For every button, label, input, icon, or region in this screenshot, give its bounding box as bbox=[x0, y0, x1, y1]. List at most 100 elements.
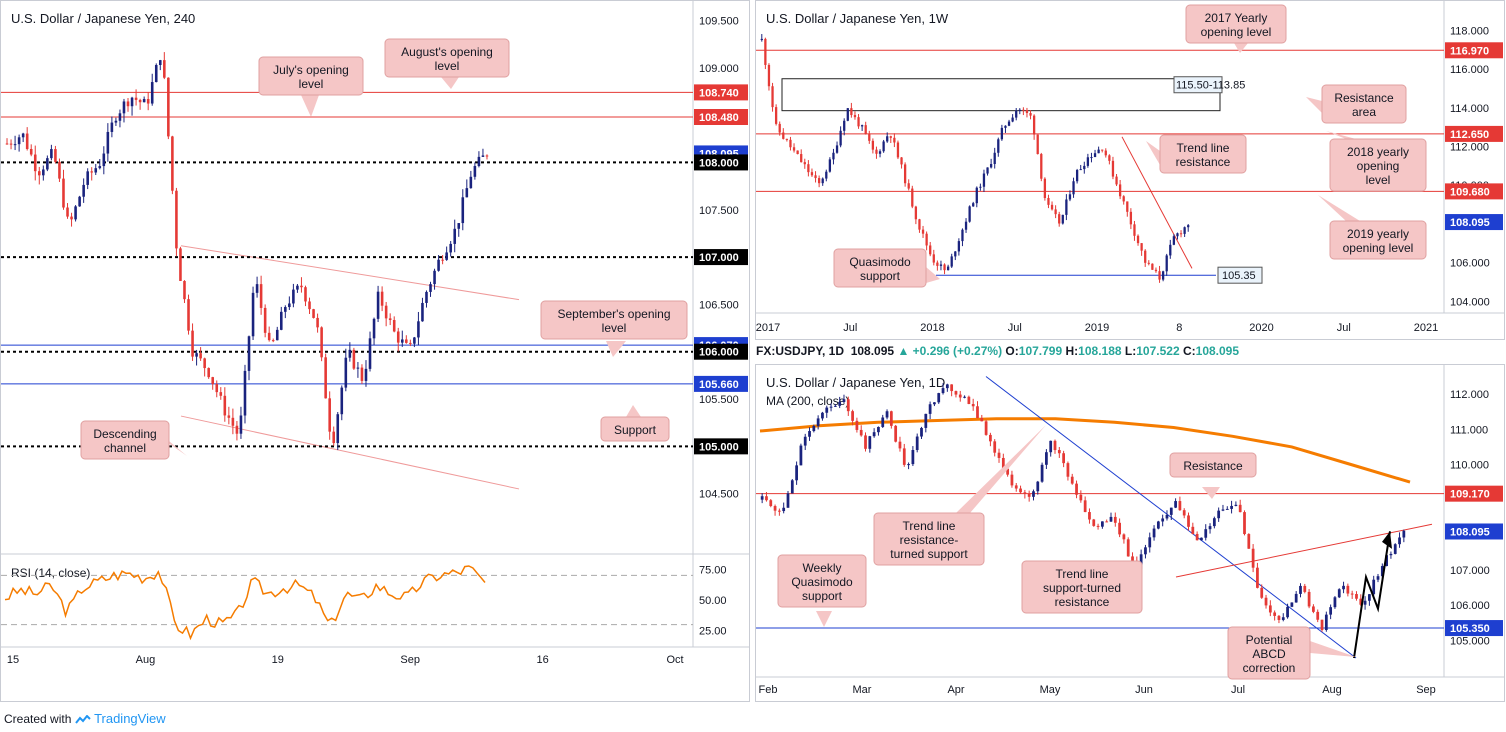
candle-body bbox=[191, 330, 194, 357]
candle-body bbox=[1260, 587, 1264, 598]
callout-pointer bbox=[606, 341, 626, 357]
candle-body bbox=[380, 291, 384, 306]
candle-body bbox=[300, 285, 303, 288]
callout-pointer bbox=[816, 611, 832, 627]
ohlc-close: 108.095 bbox=[1195, 344, 1240, 358]
candle-body bbox=[1204, 529, 1208, 538]
candle-body bbox=[1191, 526, 1195, 534]
level-label: 105.35 bbox=[1222, 270, 1256, 282]
candle-body bbox=[195, 353, 198, 357]
y-tick-label: 109.000 bbox=[699, 63, 739, 75]
footer-brand[interactable]: TradingView bbox=[94, 711, 166, 726]
candle-body bbox=[1072, 181, 1075, 195]
candle-body bbox=[461, 197, 465, 224]
channel-upper-line bbox=[180, 245, 520, 301]
candle-body bbox=[1027, 493, 1031, 497]
candle-body bbox=[1316, 611, 1320, 620]
candle-body bbox=[814, 175, 817, 179]
candle-body bbox=[1251, 548, 1255, 568]
callout-text: opening level bbox=[1343, 241, 1414, 255]
candle-body bbox=[163, 60, 166, 78]
candle-body bbox=[1070, 476, 1074, 484]
candle-body bbox=[914, 206, 918, 220]
price-tag bbox=[694, 249, 748, 266]
tradingview-logo-icon bbox=[74, 715, 91, 724]
h4-chart-panel[interactable]: U.S. Dollar / Japanese Yen, 240 109.500 10… bbox=[0, 0, 750, 702]
candle-body bbox=[396, 331, 400, 343]
candle-body bbox=[774, 107, 778, 124]
x-tick-label: Oct bbox=[666, 654, 683, 666]
candle-body bbox=[1090, 157, 1093, 159]
candle-body bbox=[967, 396, 971, 404]
candle-body bbox=[1066, 463, 1070, 477]
price-tag-label: 105.660 bbox=[699, 379, 739, 391]
weekly-chart-panel[interactable]: U.S. Dollar / Japanese Yen, 1W 118.000 116… bbox=[755, 0, 1505, 340]
daily-chart-panel[interactable]: U.S. Dollar / Japanese Yen, 1D 112.000 111… bbox=[755, 364, 1505, 702]
candle-body bbox=[183, 280, 186, 300]
candle-body bbox=[889, 136, 892, 138]
callout-text: Trend line bbox=[1056, 567, 1109, 581]
candle-body bbox=[292, 289, 295, 304]
callout-box bbox=[258, 56, 364, 96]
candle-body bbox=[304, 287, 307, 302]
candle-body bbox=[881, 417, 885, 427]
x-tick-label: 16 bbox=[536, 654, 548, 666]
candle-body bbox=[1342, 585, 1345, 590]
candle-body bbox=[769, 500, 773, 507]
price-tag-label: 109.170 bbox=[1450, 489, 1490, 501]
candle-body bbox=[812, 425, 816, 432]
candle-body bbox=[1036, 481, 1040, 492]
candle-body bbox=[368, 338, 372, 369]
candle-body bbox=[58, 161, 61, 179]
candle-body bbox=[1147, 262, 1150, 264]
candle-body bbox=[950, 256, 953, 267]
h4-chart-svg[interactable]: U.S. Dollar / Japanese Yen, 240 109.500 10… bbox=[1, 1, 749, 701]
candle-body bbox=[855, 420, 859, 430]
callout-text: September's opening bbox=[557, 307, 670, 321]
candle-body bbox=[1212, 518, 1216, 527]
candle-body bbox=[1057, 450, 1061, 454]
candle-body bbox=[227, 415, 231, 418]
candle-body bbox=[889, 411, 893, 426]
candle-body bbox=[477, 156, 481, 167]
candle-body bbox=[388, 318, 392, 321]
candle-body bbox=[1324, 614, 1328, 631]
candle-body bbox=[400, 339, 404, 343]
callout-text: Trend line bbox=[903, 519, 956, 533]
candle-body bbox=[857, 117, 860, 127]
price-tag-label: 108.740 bbox=[699, 87, 739, 99]
price-tag bbox=[1445, 214, 1503, 231]
candle-body bbox=[1178, 501, 1182, 511]
candle-body bbox=[54, 149, 57, 162]
candle-body bbox=[980, 418, 984, 422]
candle-body bbox=[1083, 165, 1086, 170]
candle-body bbox=[122, 101, 126, 114]
candle-body bbox=[126, 101, 130, 107]
candle-body bbox=[782, 132, 785, 139]
candle-body bbox=[211, 377, 215, 385]
candle-body bbox=[894, 425, 898, 442]
candle-body bbox=[142, 99, 146, 103]
candle-body bbox=[1049, 440, 1053, 453]
candle-body bbox=[911, 450, 915, 465]
weekly-chart-svg[interactable]: U.S. Dollar / Japanese Yen, 1W 118.000 116… bbox=[756, 1, 1504, 339]
callout-text: July's opening bbox=[273, 63, 349, 77]
candle-body bbox=[1014, 485, 1018, 489]
daily-chart-svg[interactable]: U.S. Dollar / Japanese Yen, 1D 112.000 111… bbox=[756, 365, 1504, 701]
callout-text: Potential bbox=[1246, 633, 1293, 647]
ma-200-line bbox=[759, 417, 1411, 484]
candle-body bbox=[223, 395, 227, 416]
candle-body bbox=[846, 399, 850, 412]
price-tag bbox=[1445, 485, 1503, 502]
candle-body bbox=[473, 166, 477, 177]
candle-body bbox=[1126, 539, 1130, 557]
ma-label: MA (200, close) bbox=[766, 394, 849, 408]
candle-body bbox=[1165, 255, 1168, 272]
candle-body bbox=[1113, 516, 1117, 523]
y-tick-label: 114.000 bbox=[1450, 103, 1489, 115]
callout-pointer bbox=[1318, 195, 1360, 221]
callout-box bbox=[833, 248, 927, 288]
candle-body bbox=[864, 435, 867, 449]
candle-body bbox=[316, 317, 319, 328]
callout-text: level bbox=[602, 321, 627, 335]
